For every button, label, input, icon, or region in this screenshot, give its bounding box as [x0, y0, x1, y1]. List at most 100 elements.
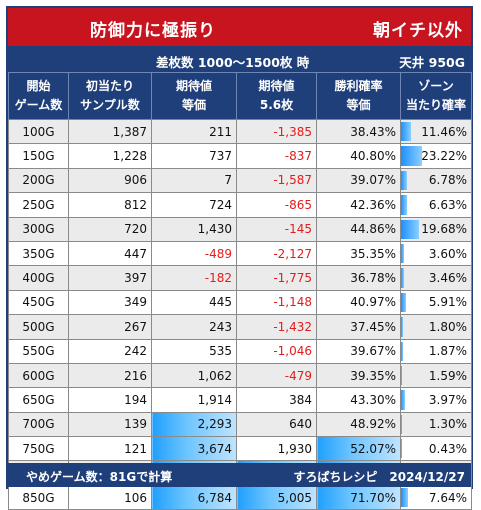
zone-rate-bar — [401, 195, 407, 214]
cell-ev-equal: 2,293 — [152, 412, 237, 436]
cell-ev-equal: 3,674 — [152, 437, 237, 461]
cell-ev-equal: -182 — [152, 266, 237, 290]
cell-ev-equal: 724 — [152, 193, 237, 217]
cell-ev-56: 384 — [237, 388, 317, 412]
cell-start-game: 750G — [9, 437, 69, 461]
cell-start-game: 350G — [9, 241, 69, 265]
header-ev-equal: 期待値等価 — [152, 73, 237, 120]
cell-samples: 720 — [69, 217, 152, 241]
zone-rate-value: 19.68% — [421, 222, 467, 236]
footer-source: すろぱちレシピ 2024/12/27 — [293, 468, 465, 485]
cell-zone-rate: 1.30% — [401, 412, 472, 436]
cell-start-game: 700G — [9, 412, 69, 436]
cell-ev-equal: 1,914 — [152, 388, 237, 412]
ceiling-label: 天井 950G — [399, 52, 465, 71]
cell-zone-rate: 1.59% — [401, 363, 472, 387]
cell-ev-equal: 1,062 — [152, 363, 237, 387]
cell-ev-56: -145 — [237, 217, 317, 241]
cell-zone-rate: 3.60% — [401, 241, 472, 265]
cell-samples: 1,228 — [69, 144, 152, 168]
cell-ev-56: 5,005 — [237, 485, 317, 509]
cell-ev-equal: 7 — [152, 168, 237, 192]
cell-win-rate: 39.07% — [317, 168, 401, 192]
cell-start-game: 450G — [9, 290, 69, 314]
cell-win-rate: 36.78% — [317, 266, 401, 290]
cell-samples: 106 — [69, 485, 152, 509]
zone-rate-value: 11.46% — [421, 125, 467, 139]
cell-zone-rate: 6.78% — [401, 168, 472, 192]
cell-win-rate: 43.30% — [317, 388, 401, 412]
zone-rate-value: 3.46% — [429, 271, 467, 285]
cell-win-rate: 37.45% — [317, 315, 401, 339]
zone-rate-bar — [401, 342, 403, 361]
cell-zone-rate: 7.64% — [401, 485, 472, 509]
cell-start-game: 150G — [9, 144, 69, 168]
zone-rate-bar — [401, 171, 407, 190]
cell-start-game: 250G — [9, 193, 69, 217]
zone-rate-bar — [401, 244, 404, 263]
zone-rate-value: 23.22% — [421, 149, 467, 163]
cell-zone-rate: 11.46% — [401, 120, 472, 144]
cell-start-game: 400G — [9, 266, 69, 290]
cell-samples: 397 — [69, 266, 152, 290]
zone-rate-bar — [401, 220, 419, 239]
cell-start-game: 200G — [9, 168, 69, 192]
cell-ev-equal: -489 — [152, 241, 237, 265]
zone-rate-value: 7.64% — [429, 491, 467, 505]
cell-samples: 812 — [69, 193, 152, 217]
cell-zone-rate: 5.91% — [401, 290, 472, 314]
cell-ev-56: -865 — [237, 193, 317, 217]
cell-win-rate: 38.43% — [317, 120, 401, 144]
cell-zone-rate: 23.22% — [401, 144, 472, 168]
header-zone-rate: ゾーン当たり確率 — [401, 73, 472, 120]
zone-rate-bar — [401, 415, 402, 434]
footer-note: やめゲーム数：81Gで計算 — [26, 468, 172, 485]
header-win-rate: 勝利確率等価 — [317, 73, 401, 120]
cell-win-rate: 39.35% — [317, 363, 401, 387]
cell-zone-rate: 6.63% — [401, 193, 472, 217]
cell-samples: 242 — [69, 339, 152, 363]
cell-zone-rate: 1.87% — [401, 339, 472, 363]
cell-ev-equal: 6,784 — [152, 485, 237, 509]
header-samples: 初当たりサンプル数 — [69, 73, 152, 120]
zone-rate-bar — [401, 146, 422, 165]
cell-samples: 216 — [69, 363, 152, 387]
cell-ev-56: -2,127 — [237, 241, 317, 265]
cell-samples: 194 — [69, 388, 152, 412]
cell-samples: 906 — [69, 168, 152, 192]
cell-ev-equal: 243 — [152, 315, 237, 339]
cell-samples: 121 — [69, 437, 152, 461]
cell-ev-56: -1,432 — [237, 315, 317, 339]
cell-win-rate: 40.97% — [317, 290, 401, 314]
subtitle: 差枚数 1000〜1500枚 時 — [156, 52, 309, 71]
cell-start-game: 650G — [9, 388, 69, 412]
footer-bar: やめゲーム数：81Gで計算 すろぱちレシピ 2024/12/27 — [8, 463, 471, 487]
cell-win-rate: 48.92% — [317, 412, 401, 436]
cell-zone-rate: 19.68% — [401, 217, 472, 241]
cell-win-rate: 35.35% — [317, 241, 401, 265]
cell-ev-equal: 445 — [152, 290, 237, 314]
table-frame: 防御力に極振り 朝イチ以外 差枚数 1000〜1500枚 時 天井 950G 開… — [6, 6, 473, 489]
cell-ev-56: -1,385 — [237, 120, 317, 144]
cell-start-game: 600G — [9, 363, 69, 387]
cell-ev-56: 640 — [237, 412, 317, 436]
cell-ev-equal: 1,430 — [152, 217, 237, 241]
zone-rate-value: 3.97% — [429, 393, 467, 407]
title-condition: 朝イチ以外 — [373, 16, 463, 41]
cell-start-game: 550G — [9, 339, 69, 363]
cell-win-rate: 40.80% — [317, 144, 401, 168]
